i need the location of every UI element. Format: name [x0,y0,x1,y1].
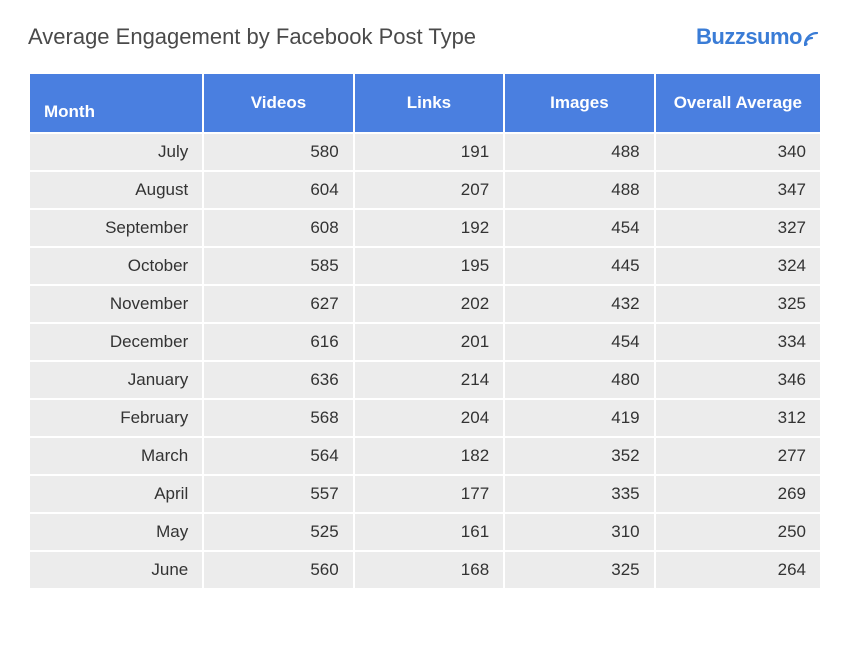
cell-avg: 264 [655,551,821,589]
cell-links: 201 [354,323,504,361]
signal-icon [804,26,822,52]
cell-videos: 557 [203,475,353,513]
cell-images: 454 [504,209,654,247]
cell-avg: 312 [655,399,821,437]
table-row: February568204419312 [29,399,821,437]
cell-links: 161 [354,513,504,551]
cell-month: October [29,247,203,285]
cell-month: June [29,551,203,589]
cell-images: 352 [504,437,654,475]
cell-images: 325 [504,551,654,589]
col-header-videos: Videos [203,73,353,133]
cell-videos: 560 [203,551,353,589]
table-row: April557177335269 [29,475,821,513]
cell-avg: 269 [655,475,821,513]
col-header-links: Links [354,73,504,133]
table-row: October585195445324 [29,247,821,285]
table-row: September608192454327 [29,209,821,247]
cell-avg: 340 [655,133,821,171]
cell-images: 335 [504,475,654,513]
cell-videos: 564 [203,437,353,475]
cell-links: 202 [354,285,504,323]
cell-links: 214 [354,361,504,399]
cell-images: 488 [504,133,654,171]
table-row: March564182352277 [29,437,821,475]
page-title: Average Engagement by Facebook Post Type [28,24,476,50]
buzzsumo-logo: Buzzsumo [696,24,822,52]
table-row: December616201454334 [29,323,821,361]
cell-month: April [29,475,203,513]
table-body: July580191488340August604207488347Septem… [29,133,821,589]
cell-month: January [29,361,203,399]
col-header-avg: Overall Average [655,73,821,133]
cell-videos: 585 [203,247,353,285]
table-row: August604207488347 [29,171,821,209]
cell-month: July [29,133,203,171]
cell-avg: 325 [655,285,821,323]
cell-images: 454 [504,323,654,361]
cell-videos: 627 [203,285,353,323]
cell-links: 182 [354,437,504,475]
cell-month: February [29,399,203,437]
cell-videos: 568 [203,399,353,437]
cell-month: September [29,209,203,247]
cell-images: 419 [504,399,654,437]
cell-avg: 346 [655,361,821,399]
cell-videos: 525 [203,513,353,551]
cell-images: 432 [504,285,654,323]
header: Average Engagement by Facebook Post Type… [28,24,822,52]
cell-videos: 580 [203,133,353,171]
cell-avg: 324 [655,247,821,285]
cell-images: 310 [504,513,654,551]
cell-avg: 250 [655,513,821,551]
cell-month: March [29,437,203,475]
table-row: January636214480346 [29,361,821,399]
cell-images: 488 [504,171,654,209]
col-header-month: Month [29,73,203,133]
cell-links: 191 [354,133,504,171]
cell-links: 207 [354,171,504,209]
cell-avg: 347 [655,171,821,209]
cell-month: November [29,285,203,323]
cell-videos: 616 [203,323,353,361]
cell-images: 480 [504,361,654,399]
table-row: July580191488340 [29,133,821,171]
cell-videos: 604 [203,171,353,209]
logo-text: Buzzsumo [696,24,802,50]
cell-links: 168 [354,551,504,589]
table-header-row: Month Videos Links Images Overall Averag… [29,73,821,133]
cell-links: 204 [354,399,504,437]
col-header-images: Images [504,73,654,133]
engagement-table: Month Videos Links Images Overall Averag… [28,72,822,590]
cell-month: December [29,323,203,361]
cell-links: 195 [354,247,504,285]
cell-avg: 334 [655,323,821,361]
cell-videos: 636 [203,361,353,399]
cell-links: 192 [354,209,504,247]
table-row: June560168325264 [29,551,821,589]
cell-avg: 327 [655,209,821,247]
cell-month: August [29,171,203,209]
cell-images: 445 [504,247,654,285]
table-row: May525161310250 [29,513,821,551]
cell-avg: 277 [655,437,821,475]
cell-month: May [29,513,203,551]
table-row: November627202432325 [29,285,821,323]
cell-videos: 608 [203,209,353,247]
cell-links: 177 [354,475,504,513]
